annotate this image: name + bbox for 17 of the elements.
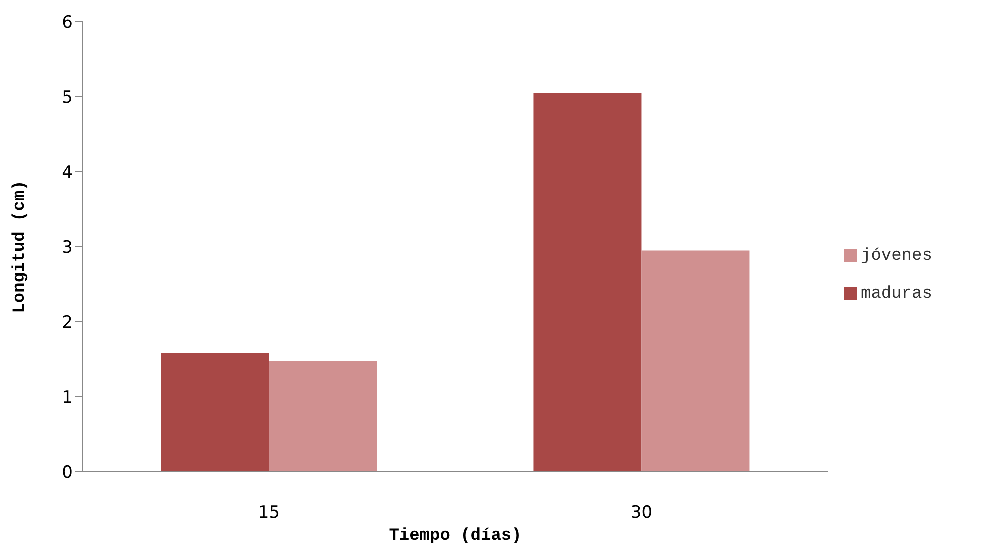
y-tick-label: 1 <box>62 388 73 408</box>
y-tick-label: 4 <box>62 163 73 184</box>
legend-label: maduras <box>861 285 932 304</box>
y-tick-label: 2 <box>62 313 73 334</box>
bar <box>534 93 642 472</box>
bar <box>642 250 750 472</box>
y-tick-label: 5 <box>62 88 73 108</box>
x-tick-label: 15 <box>258 503 280 524</box>
y-axis-title: Longitud (cm) <box>11 180 30 314</box>
x-tick-label: 30 <box>630 503 653 524</box>
y-tick-label: 3 <box>62 238 73 258</box>
legend-label: jóvenes <box>861 247 932 266</box>
y-tick-label: 0 <box>62 463 73 484</box>
x-axis-title: Tiempo (días) <box>389 527 522 546</box>
bar <box>269 361 378 472</box>
y-tick-label: 6 <box>62 13 73 34</box>
bar <box>161 354 270 472</box>
